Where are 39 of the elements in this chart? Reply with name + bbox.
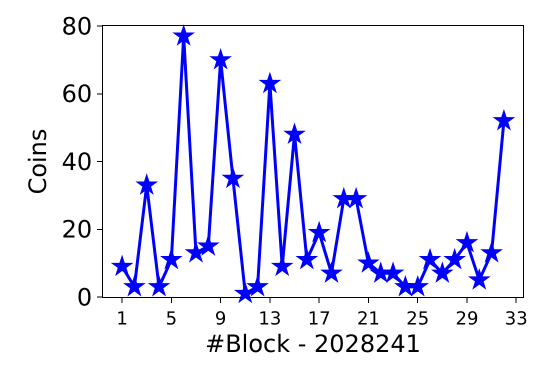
point: [480, 241, 503, 263]
point: [456, 230, 478, 252]
point: [418, 248, 442, 270]
point: [222, 166, 244, 188]
point: [320, 261, 343, 283]
y-tick-label: 80: [62, 12, 92, 40]
x-tick-label: 13: [258, 308, 282, 330]
x-tick-label: 9: [214, 308, 226, 330]
point: [123, 274, 146, 296]
point: [308, 220, 330, 242]
point: [148, 274, 170, 296]
point: [382, 261, 404, 283]
y-tick-label: 0: [76, 283, 92, 312]
point: [431, 261, 454, 283]
point: [357, 251, 380, 273]
x-tick-label: 5: [166, 308, 178, 330]
y-tick-label: 20: [62, 216, 92, 244]
point: [443, 248, 466, 270]
point: [296, 248, 318, 270]
point: [406, 274, 430, 296]
point: [135, 173, 158, 195]
x-tick-label: 29: [456, 308, 478, 330]
x-tick-label: 17: [308, 308, 331, 330]
x-tick-label: 21: [356, 308, 380, 330]
point: [110, 254, 134, 276]
point: [344, 186, 368, 208]
point: [209, 48, 232, 70]
x-tick-label: 1: [116, 308, 128, 330]
point: [468, 268, 491, 290]
point: [492, 108, 516, 130]
point: [172, 24, 195, 46]
x-tick-label: 25: [406, 308, 430, 330]
x-tick-label: 33: [504, 308, 528, 330]
x-axis-title: #Block - 2028241: [205, 330, 421, 358]
y-tick-label: 40: [62, 148, 92, 176]
y-axis-title: Coins: [24, 128, 52, 194]
point: [283, 122, 306, 144]
point: [258, 72, 282, 94]
y-tick-label: 60: [62, 80, 92, 108]
